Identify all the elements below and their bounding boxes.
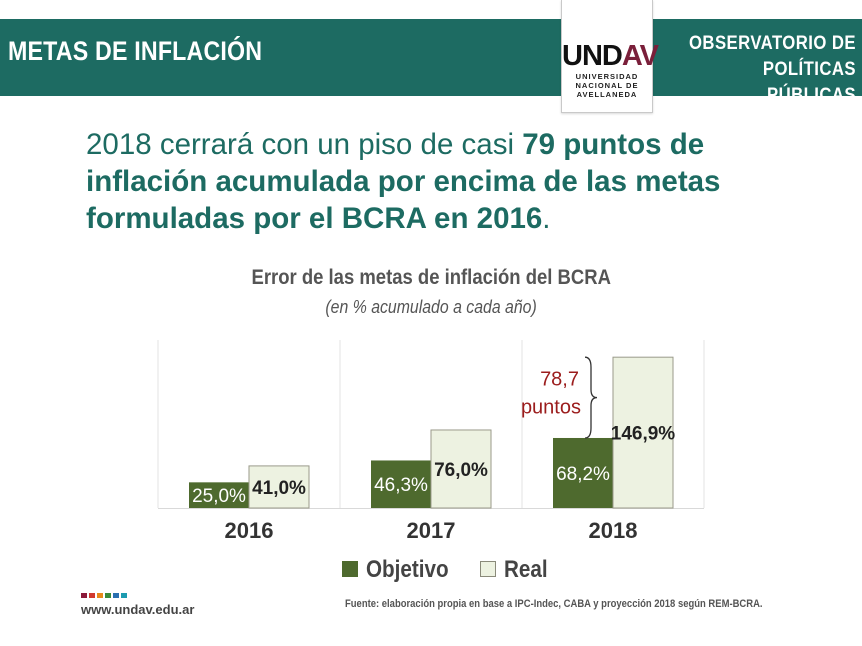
headline: 2018 cerrará con un piso de casi 79 punt… (86, 126, 806, 237)
chart-title: Error de las metas de inflación del BCRA (251, 266, 611, 289)
brand-dot (89, 593, 95, 598)
bar-objetivo-2016 (189, 482, 249, 508)
page-title: METAS DE INFLACIÓN (8, 36, 263, 66)
logo-line-1: UNIVERSIDAD (575, 72, 639, 81)
annotation-unit: puntos (521, 397, 581, 419)
header-band (0, 19, 862, 96)
org-name: OBSERVATORIO DE POLÍTICAS PÚBLICAS (680, 31, 856, 109)
headline-bold: 79 puntos de inflación acumulada por enc… (86, 128, 721, 235)
brand-dot (81, 593, 87, 598)
x-tick-label-2016: 2016 (225, 518, 274, 543)
x-tick-label-2018: 2018 (589, 518, 638, 543)
data-label-objetivo-2017: 46,3% (374, 475, 428, 496)
logo-line-3: AVELLANEDA (576, 90, 638, 99)
brand-dot (121, 593, 127, 598)
bar-real-2016 (248, 465, 310, 509)
bar-objetivo-2017 (371, 460, 431, 508)
source-note: Fuente: elaboración propia en base a IPC… (345, 598, 763, 610)
org-line-1: OBSERVATORIO DE (688, 33, 856, 54)
data-label-real-2016: 41,0% (252, 478, 306, 499)
undav-logo: UNDAV UNIVERSIDAD NACIONAL DE AVELLANEDA (561, 0, 659, 113)
data-label-real-2018: 146,9% (611, 424, 676, 445)
bar-real-2018 (612, 356, 674, 509)
legend-label-objetivo: Objetivo (366, 556, 449, 583)
legend-swatch-real (480, 561, 496, 577)
legend-label-real: Real (504, 556, 548, 583)
bar-objetivo-2018 (553, 437, 613, 508)
data-label-objetivo-2016: 25,0% (192, 486, 246, 507)
headline-part1: 2018 cerrará con un piso de casi (86, 128, 523, 161)
data-label-objetivo-2018: 68,2% (556, 464, 610, 485)
legend-swatch-objetivo (342, 561, 358, 577)
brand-dot (97, 593, 103, 598)
headline-end: . (542, 202, 551, 235)
chart-subtitle: (en % acumulado a cada año) (325, 297, 537, 317)
data-label-real-2017: 76,0% (434, 460, 488, 481)
brand-dot (105, 593, 111, 598)
website-url: www.undav.edu.ar (81, 602, 195, 617)
logo-mark: UNDAV (562, 40, 659, 72)
annotation-brace (584, 356, 598, 439)
org-line-2: POLÍTICAS PÚBLICAS (762, 59, 856, 106)
bar-real-2017 (430, 429, 492, 509)
annotation-value: 78,7 (540, 369, 579, 391)
brand-dot (113, 593, 119, 598)
logo-line-2: NACIONAL DE (575, 81, 639, 90)
x-tick-label-2017: 2017 (407, 518, 456, 543)
